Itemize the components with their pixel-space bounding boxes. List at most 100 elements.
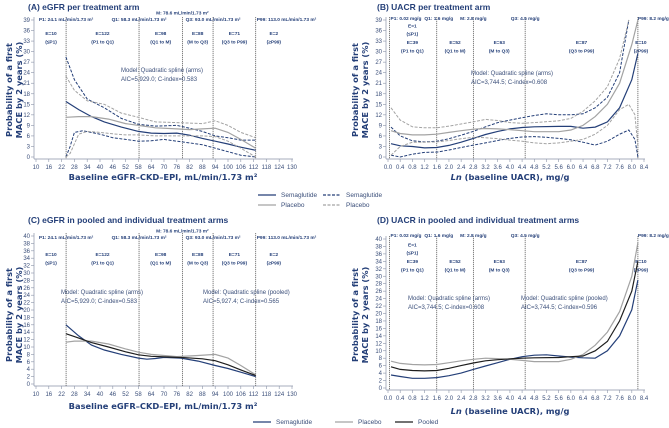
x-tick-label: 16 <box>45 165 52 171</box>
y-tick-label: 10 <box>375 349 382 355</box>
x-tick-label: 64 <box>148 392 155 398</box>
y-tick-label: 22 <box>375 304 382 310</box>
cutpoint-label: P99: 113.0 mL/min/1.73 m² <box>257 235 317 241</box>
cutpoint-label: M: 78.6 mL/min/1.73 m² <box>156 229 209 235</box>
region-event-count: E=98 <box>155 31 167 37</box>
y-tick-label: 21 <box>23 81 30 87</box>
region-event-count: (M to Q3) <box>489 267 510 273</box>
x-tick-label: 7.2 <box>603 396 612 402</box>
x-tick-label: 118 <box>262 392 272 398</box>
x-tick-label: 5.2 <box>542 165 551 171</box>
y-tick-label: 30 <box>23 271 30 277</box>
x-tick-label: 4.8 <box>530 165 539 171</box>
region-event-count: E=87 <box>576 40 588 46</box>
x-tick-label: 1.6 <box>433 396 442 402</box>
y-tick-label: 32 <box>375 267 382 273</box>
y-tick-label: 36 <box>375 29 382 35</box>
y-tick-label: 27 <box>375 60 382 66</box>
y-tick-label: 20 <box>23 308 30 314</box>
y-tick-label: 40 <box>23 234 30 240</box>
chart-title: (D) UACR in pooled and individual treatm… <box>377 215 579 225</box>
x-tick-label: 58 <box>135 392 142 398</box>
x-tick-label: 6.4 <box>579 396 588 402</box>
y-axis-label: MACE by 2 years (%) <box>14 41 24 138</box>
cutpoint-label: Q1: 1.6 mg/g <box>424 233 453 239</box>
x-tick-label: 100 <box>223 392 234 398</box>
cutpoint-label: Q3: 4.5 mg/g <box>511 16 540 22</box>
y-tick-label: 2 <box>379 379 383 385</box>
y-tick-label: 32 <box>23 264 30 270</box>
legend-label: Semaglutide <box>346 192 383 199</box>
x-tick-label: 4.0 <box>506 165 515 171</box>
y-tick-label: 30 <box>375 50 382 56</box>
cutpoint-label: P1: 24.1 mL/min/1.73 m² <box>39 17 94 23</box>
y-tick-label: 24 <box>375 297 382 303</box>
y-tick-label: 36 <box>375 252 382 258</box>
x-axis-label-italic: Ln <box>451 406 462 416</box>
legend-label: Pooled <box>418 419 439 426</box>
series-line-placebo-ci <box>65 130 256 158</box>
x-tick-label: 1.6 <box>433 165 442 171</box>
y-tick-label: 9 <box>379 123 383 129</box>
x-tick-label: 22 <box>58 165 65 171</box>
x-axis-label: Baseline eGFR–CKD–EPI, mL/min/1.73 m² <box>69 172 258 182</box>
cutpoint-label: P1: 24.1 mL/min/1.73 m² <box>39 235 94 241</box>
cutpoint-label: M: 2.8 mg/g <box>460 233 486 239</box>
x-tick-label: 94 <box>212 392 219 398</box>
series-line-semaglutide <box>65 100 256 151</box>
panel-c: (C) eGFR in pooled and individual treatm… <box>4 215 317 411</box>
series-line-placebo-ci <box>390 103 639 156</box>
y-tick-label: 28 <box>23 278 30 284</box>
x-tick-label: 6.0 <box>567 396 576 402</box>
y-tick-label: 10 <box>23 345 30 351</box>
x-tick-label: 5.6 <box>554 165 563 171</box>
model-note: AIC=3,744.5; C-index=0.596 <box>521 305 598 311</box>
x-tick-label: 4.4 <box>518 396 527 402</box>
series-line-placebo <box>65 340 257 376</box>
x-tick-label: 0.4 <box>396 396 405 402</box>
y-tick-label: 12 <box>23 113 30 119</box>
x-tick-label: 64 <box>148 165 155 171</box>
region-event-count: E=2 <box>270 252 279 258</box>
y-tick-label: 34 <box>23 256 30 262</box>
region-event-count: (P1 to Q1) <box>91 260 114 266</box>
y-tick-label: 12 <box>375 113 382 119</box>
region-event-count: (Q3 to P99) <box>569 48 595 54</box>
x-tick-label: 70 <box>161 392 168 398</box>
x-tick-label: 3.2 <box>481 396 490 402</box>
x-tick-label: 106 <box>236 392 247 398</box>
y-axis-label: MACE by 2 years (%) <box>360 41 370 138</box>
y-tick-label: 20 <box>375 312 382 318</box>
x-tick-label: 8.4 <box>640 396 649 402</box>
x-tick-label: 6.8 <box>591 165 600 171</box>
x-tick-label: 82 <box>186 165 193 171</box>
region-event-count: (M to Q3) <box>187 260 208 266</box>
legend-item: Semaglutide <box>323 192 383 199</box>
legend-item: Placebo <box>323 202 370 209</box>
x-axis-label: Ln (baseline UACR), mg/g <box>451 406 570 416</box>
chart-title: (B) UACR per treatment arm <box>377 2 491 12</box>
series-line-placebo-ci <box>390 19 630 129</box>
region-event-count: E=63 <box>494 40 506 46</box>
series-line-semaglutide-ci <box>65 56 256 141</box>
region-event-count: E=10 <box>45 31 57 37</box>
x-tick-label: 7.6 <box>615 165 624 171</box>
region-event-count: (≥P99) <box>634 267 649 273</box>
model-note: AIC=3,744.5; C-index=0.608 <box>471 80 548 86</box>
legend-label: Placebo <box>346 202 370 209</box>
legend-item: Placebo <box>258 202 305 209</box>
x-tick-label: 8.0 <box>628 396 637 402</box>
x-tick-label: 40 <box>97 392 104 398</box>
y-axis-label: MACE by 2 years (%) <box>14 266 24 363</box>
x-tick-label: 76 <box>173 392 180 398</box>
region-event-count: E=1 <box>408 242 417 248</box>
x-tick-label: 118 <box>262 165 272 171</box>
x-axis-label-text: (baseline UACR), mg/g <box>462 172 570 182</box>
y-tick-label: 30 <box>23 50 30 56</box>
y-tick-label: 39 <box>23 18 30 24</box>
x-tick-label: 82 <box>186 392 193 398</box>
y-tick-label: 36 <box>23 249 30 255</box>
cutpoint-label: P1: 0.02 mg/g <box>391 233 422 239</box>
region-event-count: (≥P99) <box>267 39 282 45</box>
y-tick-label: 3 <box>27 144 31 150</box>
